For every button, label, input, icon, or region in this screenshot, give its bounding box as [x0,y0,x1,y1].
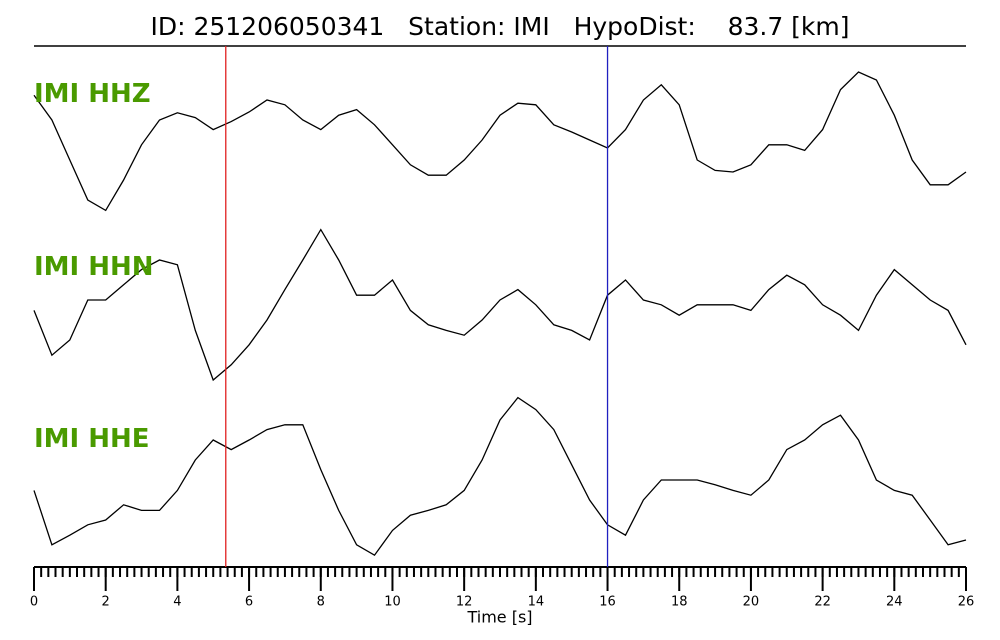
x-tick-label: 24 [886,595,903,610]
trace-label: IMI HHE [34,424,150,454]
x-tick-label: 18 [671,595,688,610]
x-axis-label: Time [s] [466,608,532,627]
x-tick-label: 12 [456,595,473,610]
x-tick-label: 2 [102,595,110,610]
chart-title: ID: 251206050341 Station: IMI HypoDist: … [150,12,849,41]
x-tick-label: 22 [814,595,831,610]
x-tick-label: 10 [384,595,401,610]
x-tick-label: 14 [528,595,545,610]
trace-label: IMI HHZ [34,79,151,109]
x-tick-label: 4 [173,595,181,610]
waveform [33,396,967,557]
x-tick-label: 6 [245,595,253,610]
waveform [33,71,967,212]
x-tick-label: 8 [317,595,325,610]
x-tick-label: 20 [743,595,760,610]
x-tick-label: 16 [599,595,616,610]
x-tick-label: 26 [958,595,975,610]
waveform [33,228,967,382]
x-tick-label: 0 [30,595,38,610]
trace-label: IMI HHN [34,252,154,282]
